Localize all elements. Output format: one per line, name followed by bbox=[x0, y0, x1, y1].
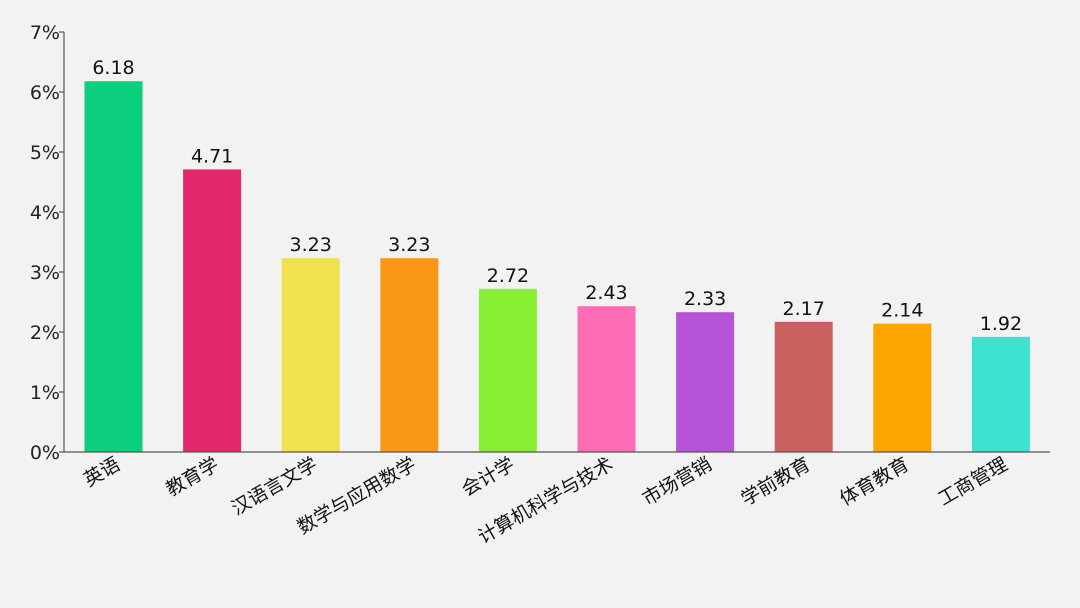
data-label: 2.33 bbox=[684, 288, 726, 310]
y-tick-label: 1% bbox=[30, 382, 60, 404]
data-label: 2.14 bbox=[881, 300, 923, 322]
data-label: 4.71 bbox=[191, 145, 233, 167]
data-label: 1.92 bbox=[980, 313, 1022, 335]
x-category-label: 汉语言文学 bbox=[228, 453, 321, 520]
bar bbox=[774, 321, 833, 452]
data-label: 2.43 bbox=[585, 282, 627, 304]
x-category-label: 英语 bbox=[80, 453, 124, 491]
y-tick-label: 6% bbox=[30, 82, 60, 104]
x-category-label: 工商管理 bbox=[935, 453, 1012, 510]
y-tick-label: 3% bbox=[30, 262, 60, 284]
y-tick-label: 5% bbox=[30, 142, 60, 164]
bar bbox=[478, 288, 537, 452]
x-category-label: 会计学 bbox=[458, 453, 518, 501]
bar bbox=[971, 336, 1030, 452]
data-label: 2.17 bbox=[783, 298, 825, 320]
y-tick-label: 2% bbox=[30, 322, 60, 344]
bars: 6.18 4.71 3.23 3.23 2.72 2.43 2.33 2.17 2.14 1.92 bbox=[84, 57, 1030, 452]
bar bbox=[183, 169, 242, 452]
y-tick-label: 4% bbox=[30, 202, 60, 224]
data-label: 3.23 bbox=[290, 234, 332, 256]
data-label: 6.18 bbox=[92, 57, 134, 79]
bar bbox=[676, 312, 735, 452]
bar bbox=[84, 81, 143, 452]
y-axis: 0% 1% 2% 3% 4% 5% 6% 7% bbox=[30, 22, 65, 464]
data-label: 3.23 bbox=[388, 234, 430, 256]
x-category-label: 体育教育 bbox=[836, 453, 913, 510]
x-category-label: 学前教育 bbox=[737, 453, 814, 510]
x-category-label: 教育学 bbox=[162, 453, 222, 501]
bar bbox=[380, 258, 439, 452]
y-tick-label: 7% bbox=[30, 22, 60, 44]
bar bbox=[281, 258, 340, 452]
x-category-label: 市场营销 bbox=[639, 453, 716, 510]
y-tick-label: 0% bbox=[30, 442, 60, 464]
bar bbox=[577, 306, 636, 452]
data-label: 2.72 bbox=[487, 265, 529, 287]
bar bbox=[873, 323, 932, 452]
